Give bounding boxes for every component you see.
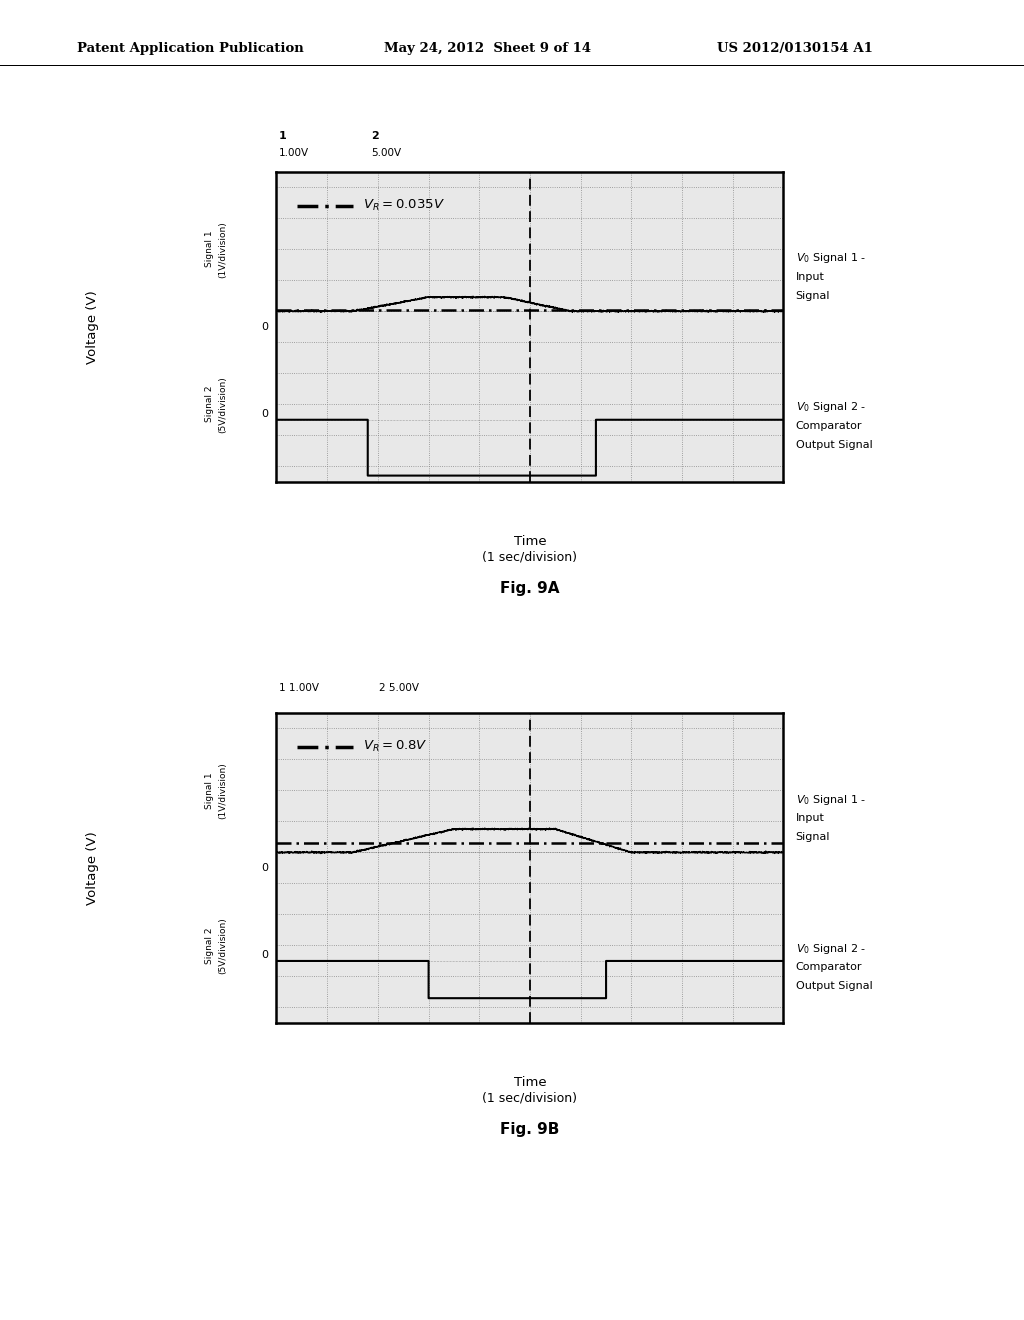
Text: Signal: Signal [796,290,830,301]
Text: $V_R = 0.035V$: $V_R = 0.035V$ [362,198,444,214]
Text: (5V/division): (5V/division) [219,917,227,974]
Text: Patent Application Publication: Patent Application Publication [77,42,303,55]
Text: (1V/division): (1V/division) [219,762,227,818]
Text: 1: 1 [279,131,287,141]
Text: Input: Input [796,272,824,282]
Text: (1V/division): (1V/division) [219,220,227,277]
Text: Signal 1: Signal 1 [206,772,214,809]
Text: (5V/division): (5V/division) [219,376,227,433]
Text: 0: 0 [261,409,268,418]
Text: $V_R = 0.8V$: $V_R = 0.8V$ [362,739,427,755]
Text: Signal 1: Signal 1 [206,231,214,268]
Text: Comparator: Comparator [796,421,862,430]
Text: Signal: Signal [796,832,830,842]
Text: 2 5.00V: 2 5.00V [379,682,419,693]
Text: Time: Time [514,535,546,548]
Text: (1 sec/division): (1 sec/division) [482,550,578,564]
Text: $V_0$ Signal 1 -: $V_0$ Signal 1 - [796,251,866,265]
Text: May 24, 2012  Sheet 9 of 14: May 24, 2012 Sheet 9 of 14 [384,42,591,55]
Text: Signal 2: Signal 2 [206,385,214,422]
Text: $V_0$ Signal 2 -: $V_0$ Signal 2 - [796,941,866,956]
Text: Output Signal: Output Signal [796,981,872,991]
Text: 0: 0 [261,322,268,331]
Text: (1 sec/division): (1 sec/division) [482,1092,578,1105]
Text: Time: Time [514,1076,546,1089]
Text: 1 1.00V: 1 1.00V [279,682,318,693]
Text: Fig. 9A: Fig. 9A [500,581,560,595]
Text: $V_0$ Signal 1 -: $V_0$ Signal 1 - [796,792,866,807]
Text: Input: Input [796,813,824,824]
Text: 0: 0 [261,863,268,873]
Text: Voltage (V): Voltage (V) [86,832,98,904]
Text: Voltage (V): Voltage (V) [86,290,98,363]
Text: 2: 2 [371,131,379,141]
Text: Fig. 9B: Fig. 9B [501,1122,559,1137]
Text: 5.00V: 5.00V [371,148,400,158]
Text: 0: 0 [261,950,268,960]
Text: 1.00V: 1.00V [279,148,308,158]
Text: Comparator: Comparator [796,962,862,972]
Text: Output Signal: Output Signal [796,440,872,450]
Text: $V_0$ Signal 2 -: $V_0$ Signal 2 - [796,400,866,414]
Text: US 2012/0130154 A1: US 2012/0130154 A1 [717,42,872,55]
Text: Signal 2: Signal 2 [206,927,214,964]
